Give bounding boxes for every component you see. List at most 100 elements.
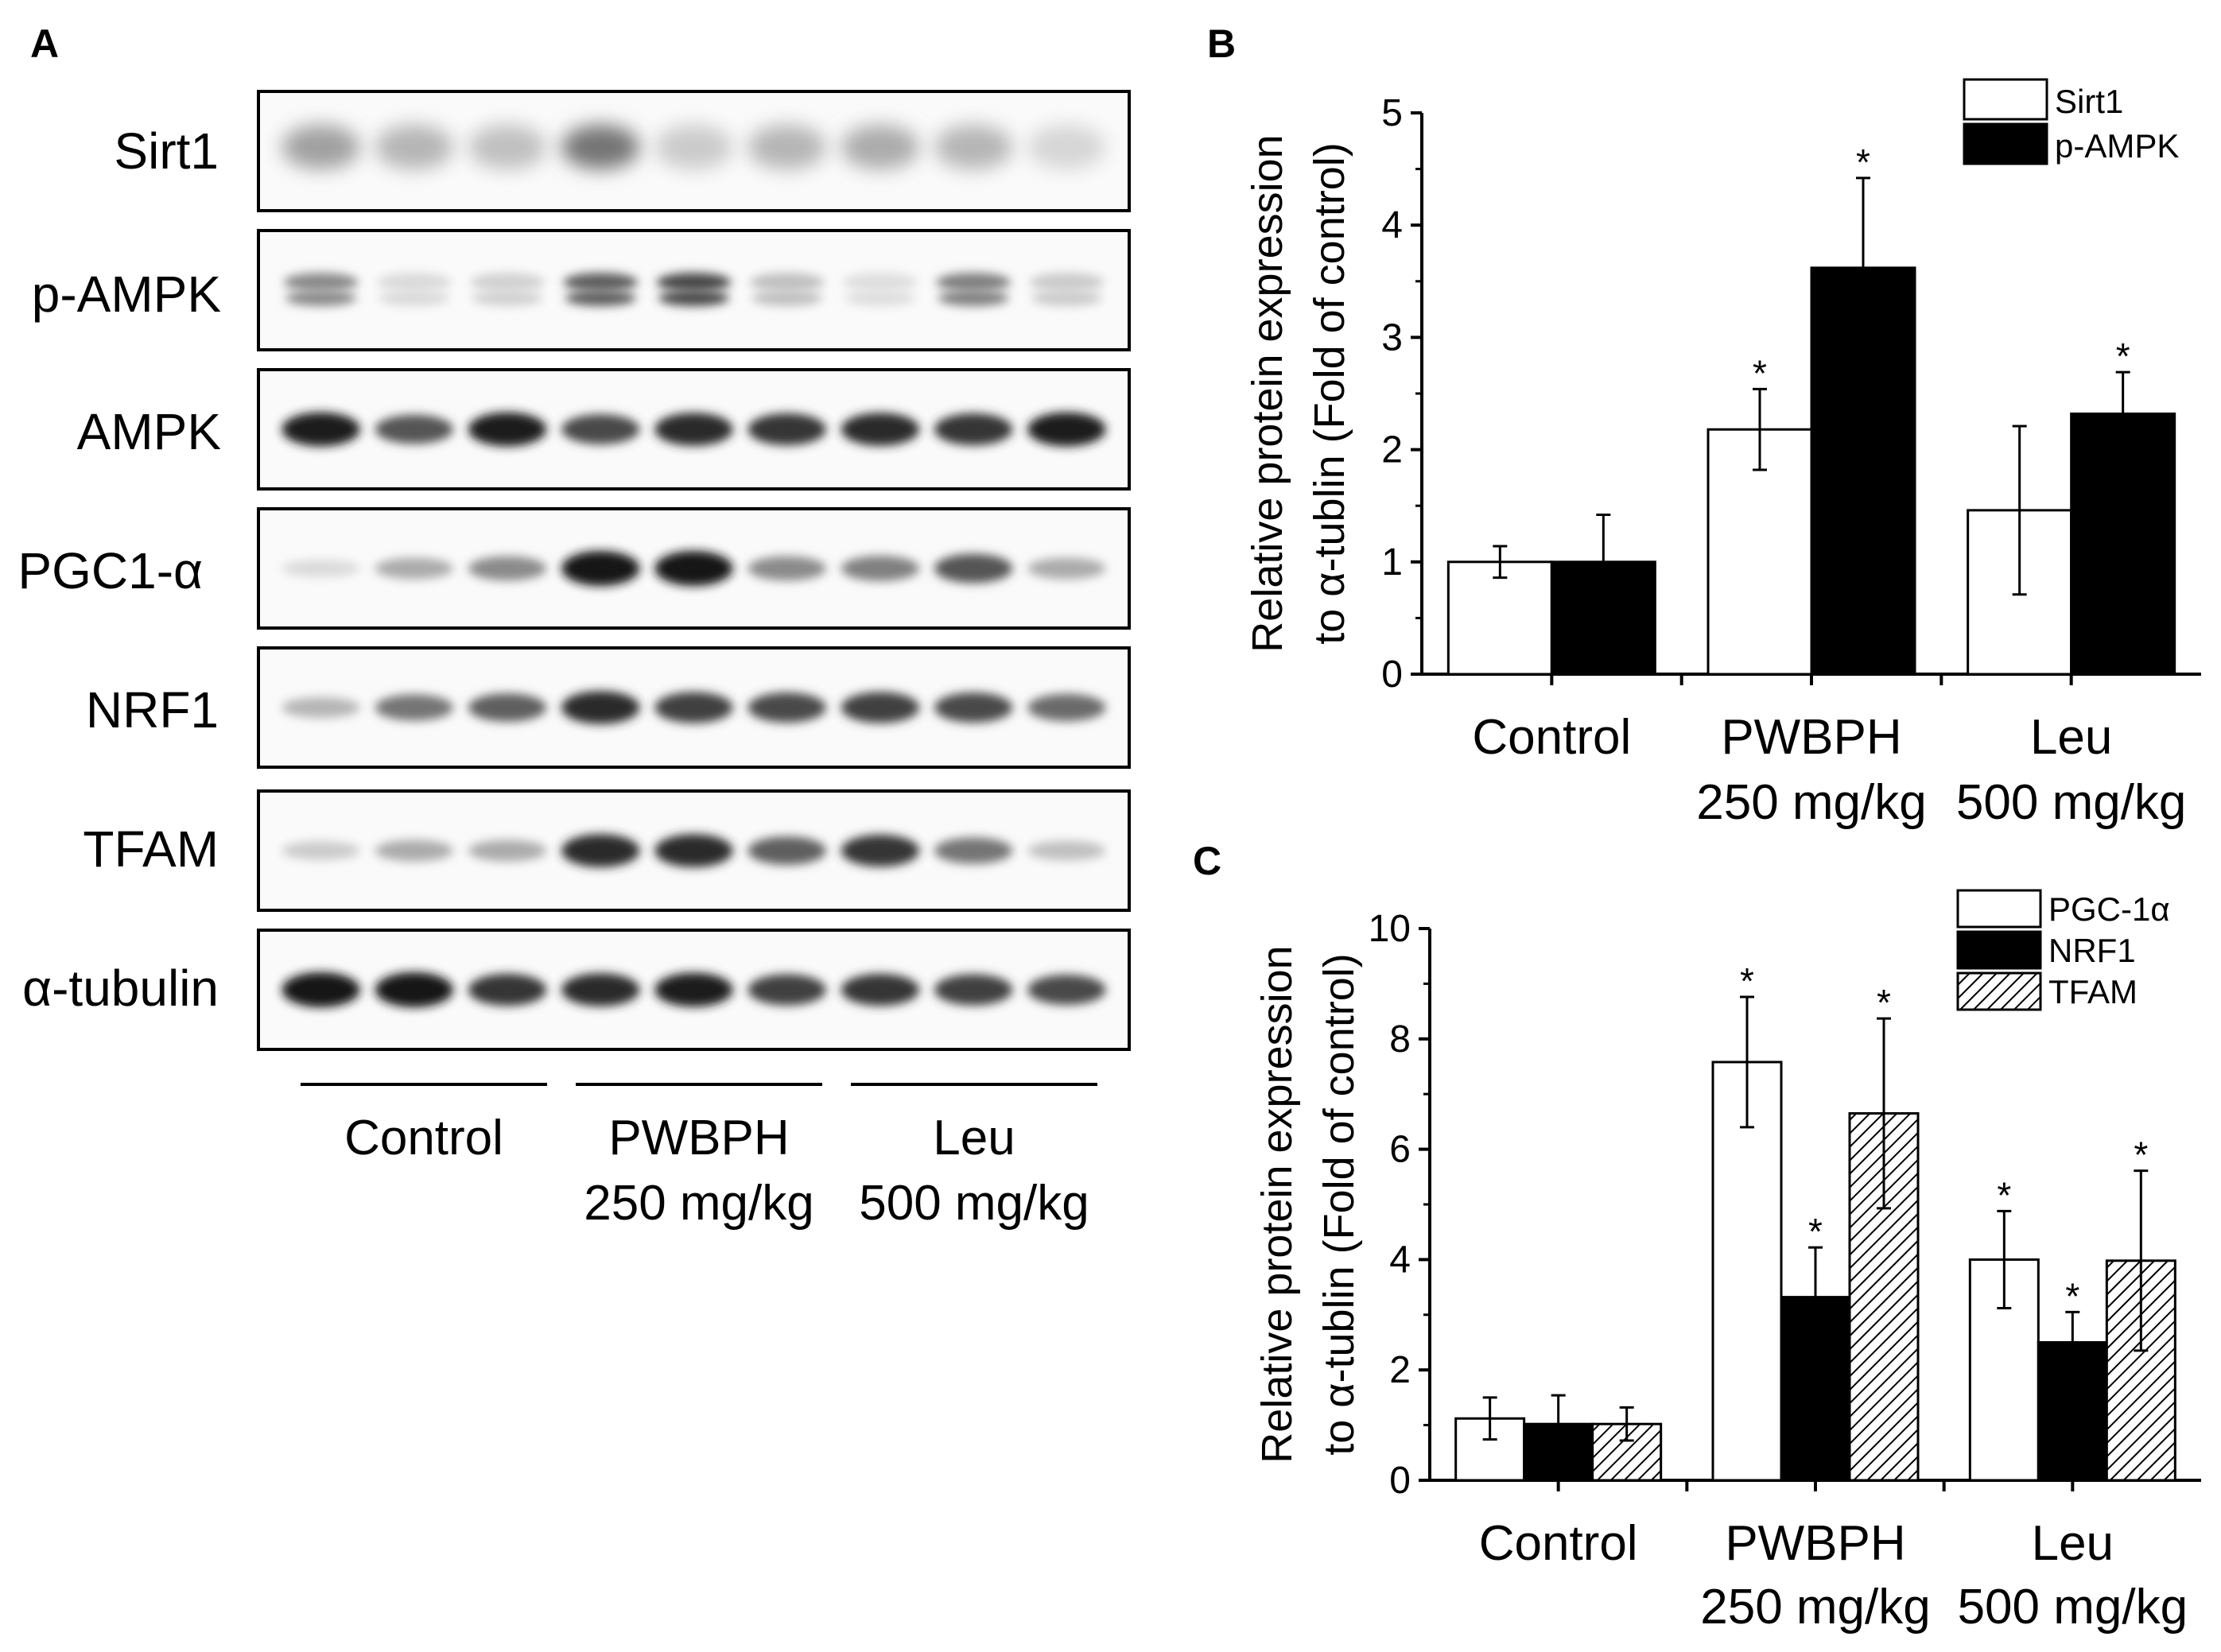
legend-label: p-AMPK [2055, 127, 2179, 165]
y-tick-label: 3 [1381, 316, 1403, 359]
band-4-4 [654, 692, 733, 723]
band-3-5 [747, 556, 826, 581]
y-tick-label: 0 [1381, 653, 1403, 696]
band-1-3 [563, 273, 639, 292]
row-label-p-ampk: p-AMPK [32, 266, 221, 323]
band-4-8 [1027, 693, 1106, 722]
y-axis-title: Relative protein expression [1244, 134, 1291, 652]
significance-marker: * [1997, 1174, 2011, 1216]
band-6-7 [934, 974, 1013, 1006]
significance-marker: * [1808, 1211, 1823, 1252]
band-3-6 [841, 556, 920, 581]
band-3-8 [1027, 557, 1106, 580]
y-axis-title: Relative protein expression [1253, 945, 1301, 1463]
row-label-ampk: AMPK [77, 403, 221, 460]
band-2-1 [375, 414, 454, 444]
legend-swatch [1956, 889, 2042, 929]
band-3-7 [934, 553, 1013, 584]
band-1-4 [656, 273, 732, 292]
band-0-1 [375, 125, 454, 169]
band-1-7 [936, 273, 1011, 292]
y-tick-label: 8 [1389, 1018, 1411, 1061]
band-5-4 [654, 834, 733, 867]
row-label-nrf1: NRF1 [86, 681, 219, 739]
significance-marker: * [1877, 982, 1891, 1023]
band-2-5 [747, 413, 826, 446]
row-label-alpha-tubulin: α-tubulin [22, 960, 219, 1017]
group-label-control: Control [344, 1111, 503, 1165]
significance-marker: * [2134, 1134, 2148, 1176]
y-tick-label: 0 [1389, 1460, 1411, 1502]
legend-label: TFAM [2048, 973, 2138, 1010]
band-5-3 [561, 834, 640, 867]
band-2-4 [654, 413, 733, 446]
band-3-2 [468, 556, 547, 581]
row-label-pgc1-alpha: PGC1-α [17, 542, 203, 599]
band-3-3 [561, 551, 640, 586]
x-category-label: Leu [2030, 710, 2112, 765]
band-0-2 [468, 125, 547, 169]
band-5-6 [841, 834, 920, 867]
band-6-5 [747, 974, 826, 1006]
group-label-leu: Leu [933, 1111, 1015, 1165]
band-0-0 [282, 125, 360, 169]
group-label-pwbph-dose: 250 mg/kg [584, 1176, 814, 1231]
band-1-5 [749, 273, 825, 292]
band-1-0 [283, 273, 359, 292]
y-tick-label: 4 [1381, 204, 1403, 246]
band-6-4 [654, 972, 733, 1007]
band-6-3 [561, 973, 640, 1006]
legend-swatch [1963, 78, 2048, 121]
band-5-5 [747, 836, 826, 865]
band-lower-1-5 [751, 290, 823, 306]
band-1-2 [470, 273, 545, 292]
y-tick-label: 5 [1381, 92, 1403, 134]
chart-c: 0 2 4 6 8 10 Relative protein expression to α-t… [1253, 889, 2201, 1635]
significance-marker: * [1740, 960, 1754, 1002]
band-5-1 [375, 840, 454, 862]
y-tick-label: 1 [1381, 541, 1403, 584]
x-category-label: Leu [2032, 1516, 2114, 1571]
band-0-7 [934, 125, 1013, 169]
band-5-2 [468, 840, 547, 862]
blot-images [257, 90, 1131, 1051]
x-category-label-line2: 250 mg/kg [1696, 775, 1927, 830]
band-4-0 [282, 697, 360, 718]
y-tick-label: 4 [1389, 1239, 1411, 1281]
legend-swatch [1956, 971, 2042, 1011]
legend-swatch [1963, 122, 2048, 165]
x-category-label: PWBPH [1725, 1516, 1905, 1571]
band-4-3 [561, 691, 640, 724]
y-tick-label: 6 [1389, 1129, 1411, 1171]
band-0-8 [1027, 125, 1106, 169]
band-0-3 [561, 125, 640, 169]
band-4-2 [468, 693, 547, 722]
band-2-3 [561, 414, 640, 444]
band-2-7 [934, 413, 1013, 446]
band-lower-1-2 [472, 290, 543, 306]
legend-label: PGC-1α [2048, 890, 2170, 928]
western-blot-panel: Sirt1 p-AMPK AMPK PGC1-α NRF1 TFAM α-tub… [17, 90, 1131, 1231]
y-tick-label: 2 [1381, 429, 1403, 471]
significance-marker: * [2065, 1275, 2079, 1317]
band-2-8 [1027, 412, 1106, 447]
x-category-label-line2: 250 mg/kg [1700, 1580, 1931, 1635]
band-lower-1-6 [845, 290, 916, 306]
band-6-6 [841, 973, 920, 1006]
panel-a-letter: A [30, 21, 59, 66]
band-lower-1-7 [938, 290, 1009, 306]
x-category-label-line2: 500 mg/kg [1958, 1580, 2188, 1635]
bar-PGC-1α-1 [1711, 1061, 1783, 1482]
band-3-4 [654, 551, 733, 586]
band-2-2 [468, 412, 547, 447]
lane-group-labels: Control PWBPH 250 mg/kg Leu 500 mg/kg [344, 1111, 1089, 1231]
band-lower-1-8 [1031, 290, 1102, 306]
band-1-1 [376, 273, 452, 292]
chart-b: 0 1 2 3 4 5 Relative protein expression to α-tu… [1244, 78, 2201, 830]
y-axis-title-line2: to α-tublin (Fold of control) [1306, 142, 1353, 644]
blot-row-labels: Sirt1 p-AMPK AMPK PGC1-α NRF1 TFAM α-tub… [17, 122, 221, 1017]
band-4-1 [375, 694, 454, 721]
panel-b-letter: B [1207, 21, 1236, 66]
band-0-6 [841, 125, 920, 169]
bar-Sirt1-0 [1446, 560, 1553, 676]
